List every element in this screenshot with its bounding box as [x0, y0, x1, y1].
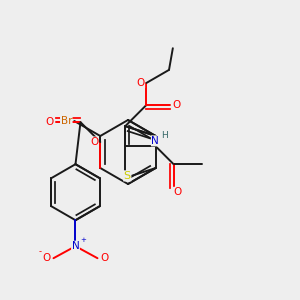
Text: O: O — [100, 253, 109, 263]
Text: N: N — [72, 241, 80, 251]
Text: H: H — [161, 131, 168, 140]
Text: O: O — [45, 117, 54, 127]
Text: +: + — [81, 237, 86, 243]
Text: -: - — [39, 247, 42, 256]
Text: O: O — [90, 137, 98, 147]
Text: O: O — [173, 187, 182, 197]
Text: O: O — [42, 253, 51, 263]
Text: O: O — [172, 100, 181, 110]
Text: O: O — [136, 78, 145, 88]
Text: S: S — [124, 171, 131, 181]
Text: N: N — [152, 136, 159, 146]
Text: Br: Br — [61, 116, 72, 126]
